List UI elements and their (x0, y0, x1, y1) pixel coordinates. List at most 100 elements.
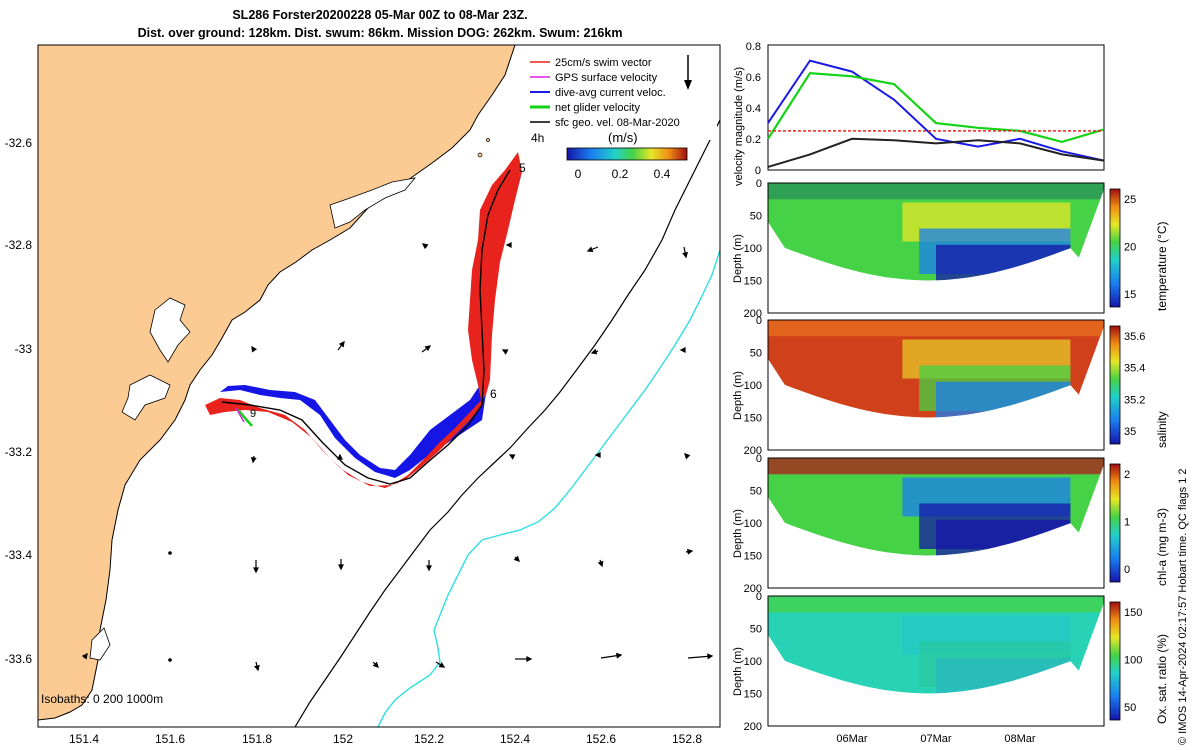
depth-tick: 200 (744, 583, 762, 595)
section-frame-outline (767, 457, 1105, 589)
colorbar-tick: 150 (1124, 607, 1142, 619)
map-y-tick: -33.2 (5, 445, 33, 459)
day-marker: 9 (250, 408, 256, 420)
section-frame-outline (767, 595, 1105, 727)
figure-title-line1: SL286 Forster20200228 05-Mar 00Z to 08-M… (232, 8, 528, 22)
colorbar-tick: 25 (1124, 194, 1136, 206)
island (477, 152, 483, 158)
map-plot-area (38, 45, 720, 727)
depth-tick: 0 (756, 315, 762, 327)
vel-y-tick: 0.6 (746, 72, 761, 84)
geo-arrow (168, 658, 172, 662)
geo-arrowhead (338, 340, 345, 348)
depth-tick: 200 (744, 721, 762, 733)
colorbar-tick: 0 (1124, 564, 1130, 576)
lake-south (121, 374, 171, 421)
reference-arrowhead (684, 80, 692, 90)
section-layer (768, 596, 1104, 613)
map-y-tick: -32.6 (5, 136, 33, 150)
date-axis: 06Mar 07Mar 08Mar (836, 733, 1036, 745)
map-y-tick: -33.6 (5, 652, 33, 666)
colorbar-label: chl-a (mg m-3) (1155, 508, 1169, 586)
vel-y-tick: 0 (755, 165, 761, 177)
geo-arrowhead (81, 652, 88, 660)
geo-arrowhead (508, 454, 516, 460)
geo-velocity-arrows (81, 242, 714, 672)
geo-arrowhead (253, 567, 259, 574)
temperature-section: 0 50 100 150 200 Depth (m) 25 20 15 temperature (… (732, 178, 1169, 320)
depth-axis-label: Depth (m) (732, 234, 744, 283)
vel-line-current (767, 59, 1105, 162)
date-tick: 07Mar (920, 733, 952, 745)
isobath-1000m (377, 249, 720, 727)
day-marker: 6 (490, 387, 497, 401)
map-y-axis: -32.6 -32.8 -33 -33.2 -33.4 -33.6 (5, 136, 33, 666)
net-velocity-arrow (237, 409, 253, 427)
geo-arrowhead (707, 653, 714, 660)
speed-colorbar-tick: 0.2 (612, 167, 629, 181)
depth-tick: 150 (744, 276, 762, 288)
section-layer (768, 320, 1104, 337)
vel-line-net (767, 71, 1105, 144)
geo-arrowhead (679, 347, 686, 353)
map-x-tick: 152.8 (672, 732, 702, 746)
depth-axis-label: Depth (m) (732, 509, 744, 558)
speed-colorbar-tick: 0.4 (654, 167, 671, 181)
vel-line-geo (767, 137, 1105, 168)
depth-tick: 150 (744, 551, 762, 563)
day-marker: 5 (519, 161, 526, 175)
date-tick: 06Mar (836, 733, 868, 745)
geo-arrowhead (501, 349, 509, 355)
legend-box (522, 50, 717, 140)
geo-arrowhead (250, 456, 257, 464)
section-colorbar (1109, 601, 1121, 721)
depth-tick: 150 (744, 689, 762, 701)
depth-tick: 150 (744, 413, 762, 425)
time-marker-label: 4h (531, 131, 544, 145)
gps-velocity-arrow (235, 407, 245, 423)
geo-arrowhead (594, 452, 601, 458)
speed-colorbar-title: (m/s) (608, 130, 638, 145)
geo-arrowhead (586, 246, 594, 253)
map-y-tick: -33.4 (5, 548, 33, 562)
colorbar-tick: 2 (1124, 469, 1130, 481)
depth-tick: 0 (756, 453, 762, 465)
geo-arrowhead (421, 243, 429, 250)
depth-tick: 200 (744, 308, 762, 320)
depth-tick: 100 (744, 656, 762, 668)
legend-current-label: dive-avg current veloc. (555, 87, 666, 99)
legend-swim-label: 25cm/s swim vector (555, 57, 652, 69)
velocity-lines (767, 59, 1105, 168)
date-tick: 08Mar (1004, 733, 1036, 745)
colorbar-label: Ox. sat. ratio (%) (1155, 634, 1169, 724)
depth-tick: 100 (744, 243, 762, 255)
depth-tick: 0 (756, 591, 762, 603)
geo-arrowhead (616, 652, 623, 659)
chla-section: 0 50 100 150 200 Depth (m) 2 1 0 chl-a (mg m-3) (732, 453, 1169, 595)
depth-tick: 100 (744, 380, 762, 392)
map-x-tick: 152.4 (500, 732, 530, 746)
salinity-section: 0 50 100 150 200 Depth (m) 35.6 35.4 35.2 35 salin… (732, 315, 1169, 457)
colorbar-label: salinity (1155, 411, 1169, 448)
colorbar-label: temperature (°C) (1155, 222, 1169, 312)
speed-colorbar-tick: 0 (575, 167, 582, 181)
map-x-tick: 151.4 (69, 732, 99, 746)
island (486, 138, 490, 142)
legend-gps-label: GPS surface velocity (555, 72, 658, 84)
map-x-tick: 152 (333, 732, 353, 746)
colorbar-tick: 20 (1124, 242, 1136, 254)
depth-tick: 200 (744, 445, 762, 457)
vel-y-tick: 0.2 (746, 134, 761, 146)
section-colorbar (1109, 188, 1121, 308)
geo-arrowhead (686, 548, 694, 555)
velocity-ylabel: velocity magnitude (m/s) (733, 67, 745, 186)
seabed-mask (768, 326, 1104, 450)
seabed-mask (768, 189, 1104, 313)
vel-y-tick: 0.8 (746, 41, 761, 53)
speed-colorbar: (m/s) 0 0.2 0.4 (566, 130, 688, 181)
map-x-tick: 151.8 (242, 732, 272, 746)
geo-arrowhead (526, 656, 533, 662)
